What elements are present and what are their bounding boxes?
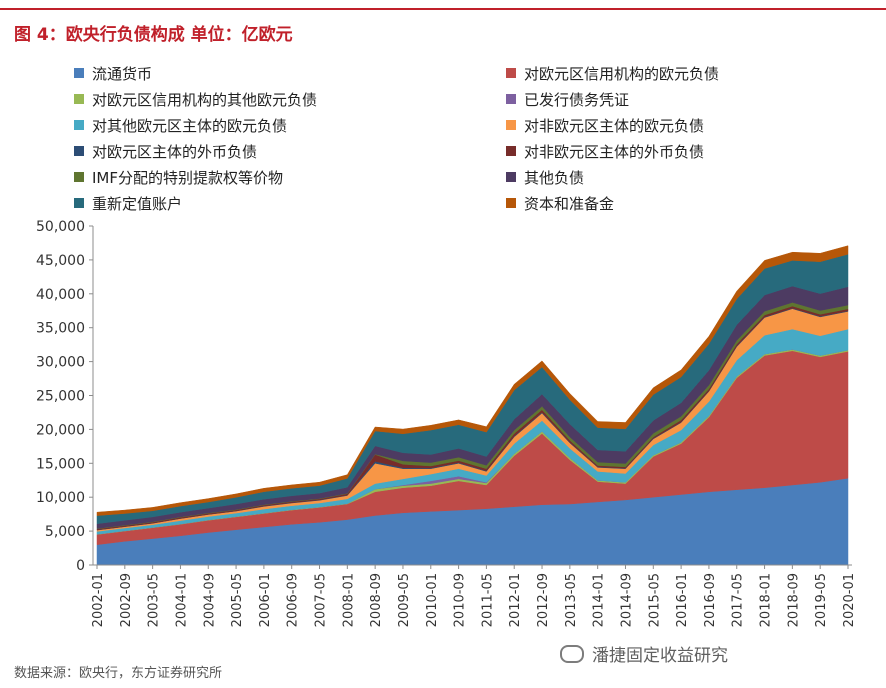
x-tick-label: 2006-09 — [286, 573, 301, 627]
x-tick-label: 2008-09 — [369, 573, 384, 627]
legend-swatch — [506, 120, 516, 130]
legend-item: 对欧元区主体的外币负债 — [74, 140, 257, 162]
legend-swatch — [74, 68, 84, 78]
legend-label: 重新定值账户 — [92, 194, 183, 213]
x-tick-label: 2006-01 — [258, 573, 273, 627]
legend-item: 对欧元区信用机构的欧元负债 — [506, 62, 719, 84]
legend-label: 对非欧元区主体的欧元负债 — [524, 116, 705, 135]
legend-label: 对欧元区信用机构的欧元负债 — [524, 64, 720, 83]
x-tick-label: 2009-05 — [397, 573, 412, 627]
series-area — [96, 245, 849, 516]
legend-item: 对欧元区信用机构的其他欧元负债 — [74, 88, 317, 110]
x-tick-label: 2002-09 — [119, 573, 134, 627]
y-tick-label: 30,000 — [36, 355, 85, 371]
legend-item: 其他负债 — [506, 166, 584, 188]
y-tick-label: 5,000 — [45, 524, 85, 540]
chart-title: 图 4：欧央行负债构成 单位：亿欧元 — [14, 25, 293, 45]
legend-swatch — [74, 198, 84, 208]
legend-item: IMF分配的特别提款权等价物 — [74, 166, 283, 188]
y-tick-label: 20,000 — [36, 422, 85, 438]
x-tick-label: 2010-01 — [425, 573, 440, 627]
legend-item: 流通货币 — [74, 62, 152, 84]
legend-item: 对非欧元区主体的欧元负债 — [506, 114, 704, 136]
legend-label: 其他负债 — [524, 168, 585, 187]
y-tick-label: 40,000 — [36, 287, 85, 303]
y-tick-label: 45,000 — [36, 253, 85, 269]
legend-item: 对非欧元区主体的外币负债 — [506, 140, 704, 162]
x-tick-label: 2013-05 — [564, 573, 579, 627]
y-tick-label: 10,000 — [36, 490, 85, 506]
x-tick-label: 2011-05 — [480, 573, 495, 627]
watermark-text: 潘捷固定收益研究 — [592, 646, 728, 666]
x-tick-label: 2003-05 — [147, 573, 162, 627]
legend-item: 资本和准备金 — [506, 192, 614, 214]
x-tick-label: 2014-09 — [619, 573, 634, 627]
legend-swatch — [74, 94, 84, 104]
y-tick-label: 50,000 — [36, 219, 85, 235]
legend-swatch — [506, 94, 516, 104]
source-note: 数据来源：欧央行，东方证券研究所 — [14, 666, 223, 681]
legend-label: 对其他欧元区主体的欧元负债 — [92, 116, 288, 135]
legend-label: 对欧元区主体的外币负债 — [92, 142, 258, 161]
x-tick-label: 2018-01 — [759, 573, 774, 627]
legend-item: 已发行债务凭证 — [506, 88, 629, 110]
x-tick-label: 2020-01 — [842, 573, 857, 627]
x-tick-label: 2014-01 — [592, 573, 607, 627]
x-tick-label: 2012-01 — [508, 573, 523, 627]
legend-swatch — [506, 68, 516, 78]
x-tick-label: 2016-01 — [675, 573, 690, 627]
legend-item: 对其他欧元区主体的欧元负债 — [74, 114, 287, 136]
y-tick-label: 0 — [76, 558, 85, 574]
legend-swatch — [74, 172, 84, 182]
legend-label: 对欧元区信用机构的其他欧元负债 — [92, 90, 318, 109]
legend-swatch — [506, 198, 516, 208]
legend-swatch — [74, 120, 84, 130]
watermark: 潘捷固定收益研究 — [560, 641, 728, 666]
x-tick-label: 2015-05 — [647, 573, 662, 627]
x-tick-label: 2004-01 — [174, 573, 189, 627]
y-tick-label: 25,000 — [36, 389, 85, 405]
legend-label: 已发行债务凭证 — [524, 90, 630, 109]
x-tick-label: 2007-05 — [314, 573, 329, 627]
x-tick-label: 2012-09 — [536, 573, 551, 627]
legend-swatch — [74, 146, 84, 156]
legend-label: IMF分配的特别提款权等价物 — [92, 168, 283, 187]
x-tick-label: 2017-05 — [731, 573, 746, 627]
x-tick-label: 2008-01 — [341, 573, 356, 627]
top-rule — [0, 8, 886, 10]
x-tick-label: 2005-05 — [230, 573, 245, 627]
legend-label: 资本和准备金 — [524, 194, 615, 213]
x-tick-label: 2004-09 — [202, 573, 217, 627]
y-tick-label: 35,000 — [36, 321, 85, 337]
legend-item: 重新定值账户 — [74, 192, 182, 214]
legend-label: 流通货币 — [92, 64, 153, 83]
y-tick-label: 15,000 — [36, 456, 85, 472]
legend-swatch — [506, 172, 516, 182]
x-tick-label: 2019-05 — [814, 573, 829, 627]
x-tick-label: 2002-01 — [91, 573, 106, 627]
legend-swatch — [506, 146, 516, 156]
x-tick-label: 2018-09 — [786, 573, 801, 627]
x-tick-label: 2016-09 — [703, 573, 718, 627]
wechat-icon — [560, 644, 584, 663]
legend-label: 对非欧元区主体的外币负债 — [524, 142, 705, 161]
x-tick-label: 2010-09 — [453, 573, 468, 627]
